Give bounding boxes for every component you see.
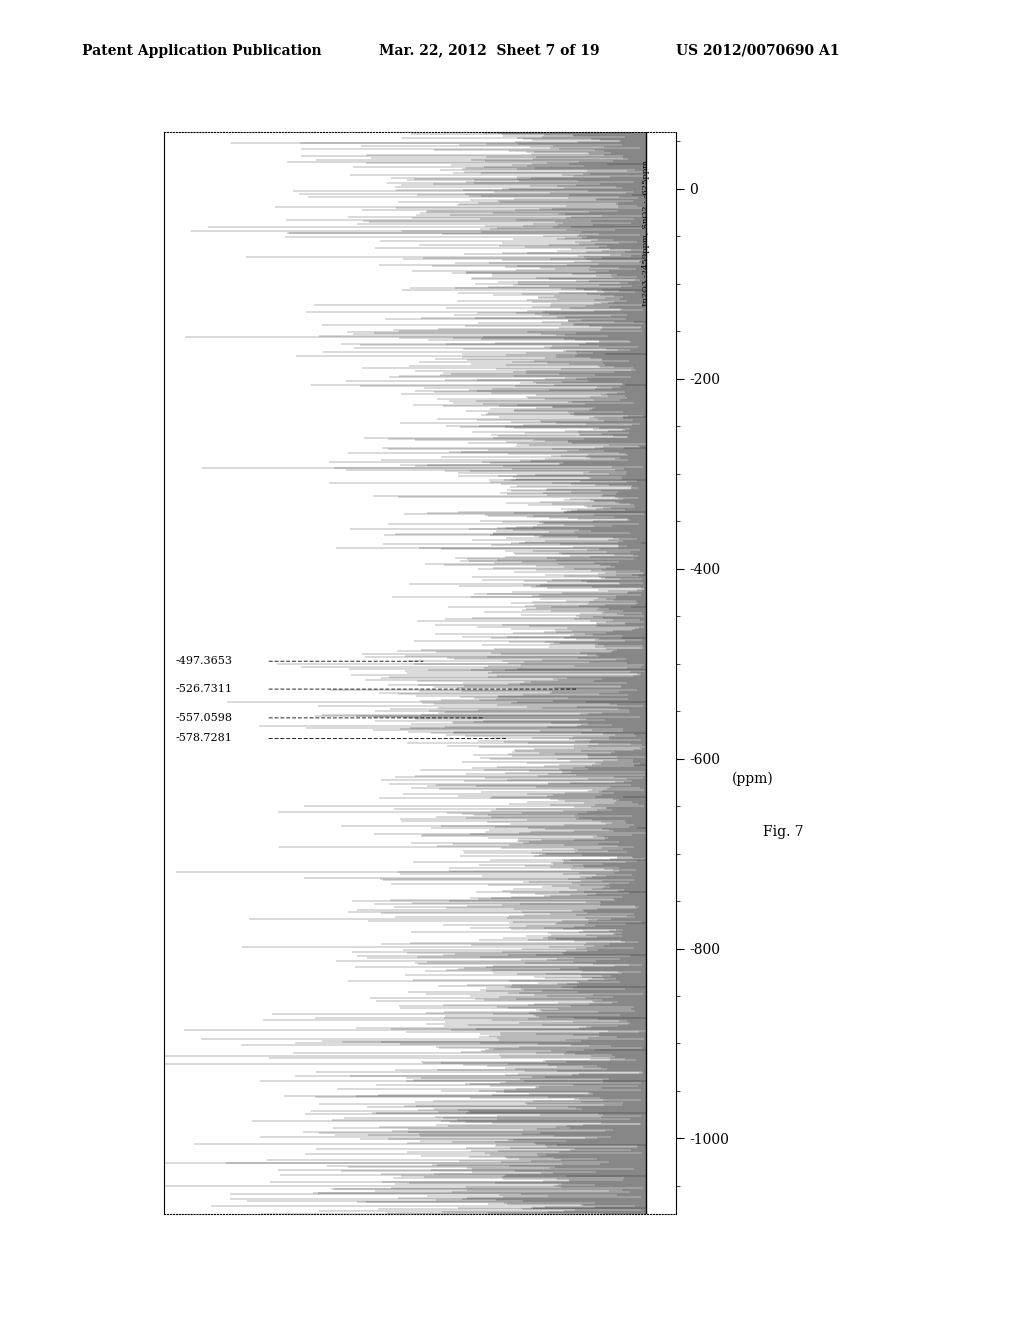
Text: Mar. 22, 2012  Sheet 7 of 19: Mar. 22, 2012 Sheet 7 of 19 bbox=[379, 44, 599, 58]
Text: (ppm): (ppm) bbox=[732, 772, 774, 785]
Text: -526.7311: -526.7311 bbox=[176, 684, 232, 694]
Text: US 2012/0070690 A1: US 2012/0070690 A1 bbox=[676, 44, 840, 58]
Text: Fig. 7: Fig. 7 bbox=[763, 825, 804, 838]
Text: In2O3 -2459ppm, SnO2 : -625ppm: In2O3 -2459ppm, SnO2 : -625ppm bbox=[642, 161, 649, 306]
Text: Patent Application Publication: Patent Application Publication bbox=[82, 44, 322, 58]
Text: -557.0598: -557.0598 bbox=[176, 713, 232, 723]
Text: -578.7281: -578.7281 bbox=[176, 734, 232, 743]
Text: -497.3653: -497.3653 bbox=[176, 656, 232, 667]
